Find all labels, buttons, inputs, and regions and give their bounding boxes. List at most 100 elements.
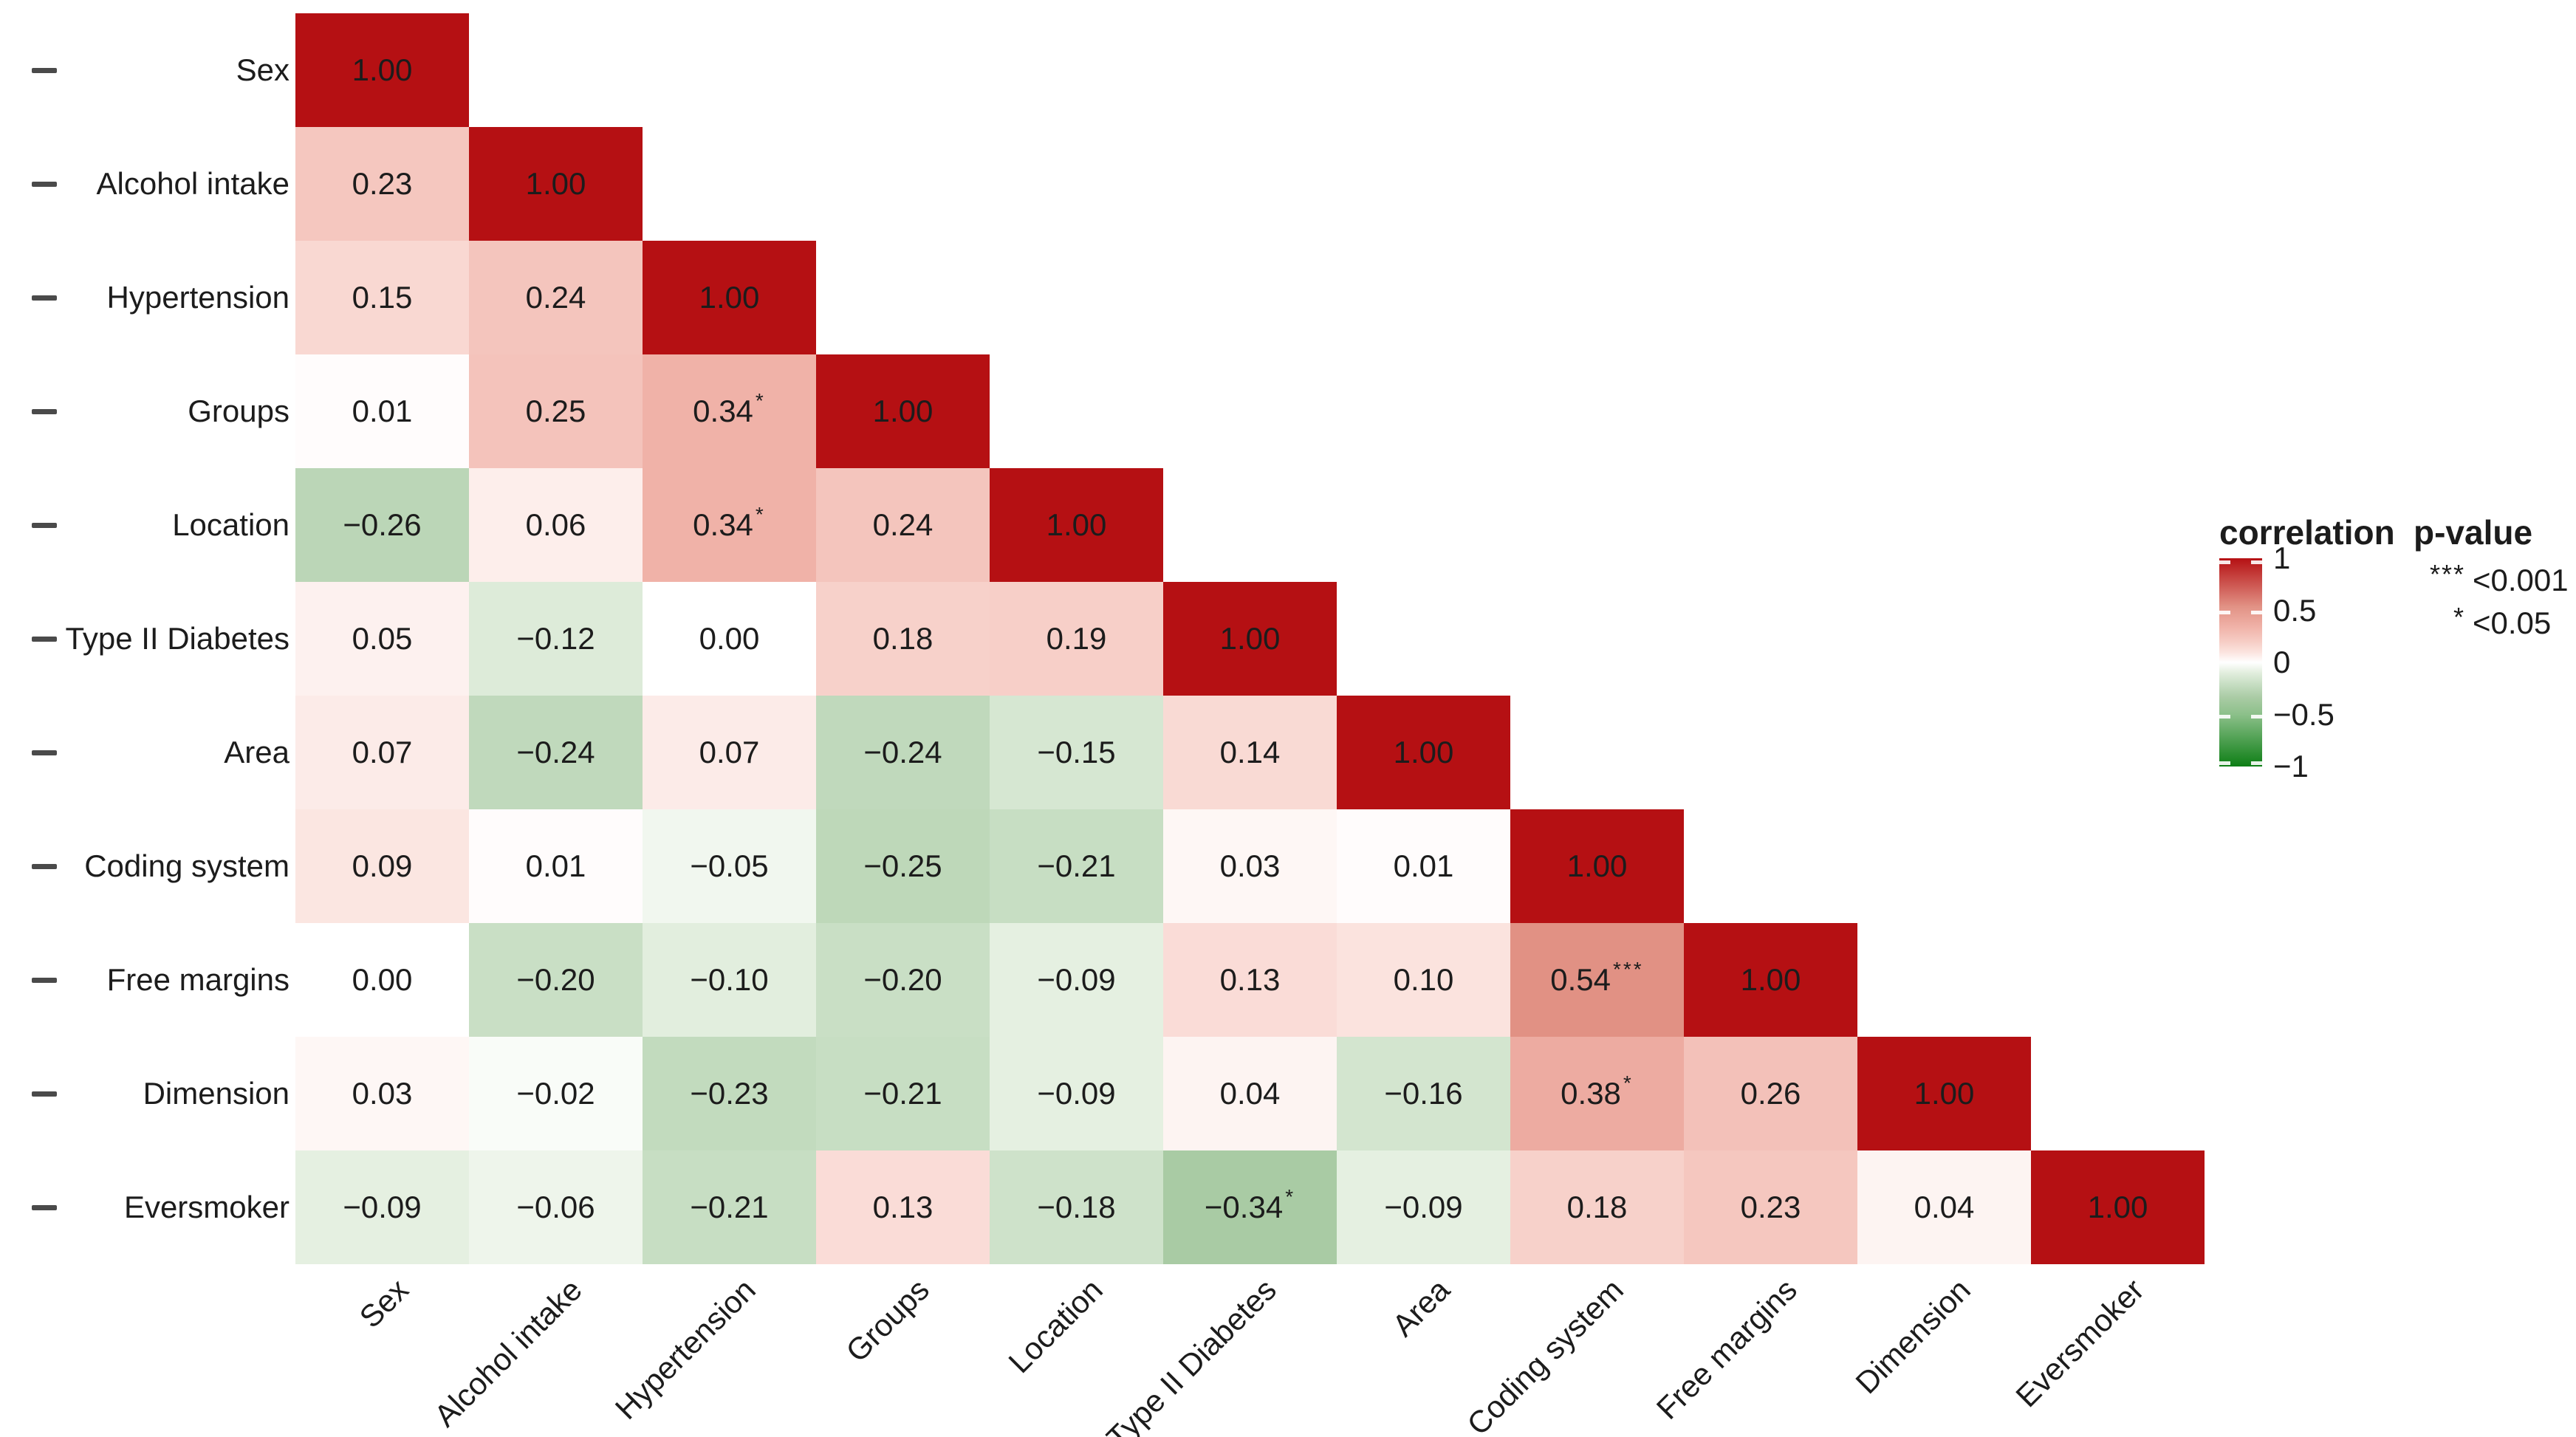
cell-value: −0.10 xyxy=(690,962,769,997)
heatmap-cell: 1.00 xyxy=(1163,582,1337,696)
row-label: Sex xyxy=(236,52,290,87)
cell-value: −0.16 xyxy=(1384,1076,1463,1111)
heatmap-cell: −0.12 xyxy=(469,582,643,696)
heatmap-cell: −0.23 xyxy=(643,1037,816,1150)
cell-value: 0.00 xyxy=(699,621,760,656)
cell-value: 1.00 xyxy=(1046,507,1107,542)
heatmap-cell: 0.01 xyxy=(295,354,469,468)
cell-value: 0.25 xyxy=(525,394,586,428)
heatmap-cell: 1.00 xyxy=(816,354,990,468)
cell-value: 1.00 xyxy=(525,166,586,201)
colorbar-tick-mark xyxy=(2251,761,2262,765)
cell-value: 1.00 xyxy=(352,52,413,87)
colorbar-tick-mark xyxy=(2251,560,2262,564)
colorbar-tick-label: 1 xyxy=(2273,541,2291,575)
cell-value: 0.01 xyxy=(1393,848,1454,883)
heatmap-cell: 0.13 xyxy=(816,1150,990,1264)
heatmap-cell: −0.09 xyxy=(990,1037,1163,1150)
cell-value: 0.03 xyxy=(352,1076,413,1111)
heatmap-cell: 1.00 xyxy=(1337,696,1510,809)
colorbar-tick-label: 0 xyxy=(2273,645,2291,679)
cell-value: −0.23 xyxy=(690,1076,769,1111)
cell-value: 1.00 xyxy=(1219,621,1281,656)
y-tick xyxy=(32,864,57,869)
heatmap-cell: 0.38 * xyxy=(1510,1037,1684,1150)
colorbar-tick-mark xyxy=(2251,714,2262,718)
cell-value: 1.00 xyxy=(699,280,760,315)
heatmap-cell: 0.01 xyxy=(1337,809,1510,923)
cell-value: −0.09 xyxy=(1037,1076,1116,1111)
row-label: Dimension xyxy=(143,1076,290,1111)
cell-value: 0.01 xyxy=(525,848,586,883)
cell-value: 0.07 xyxy=(699,735,760,769)
heatmap-cell: 0.09 xyxy=(295,809,469,923)
significance-stars: * xyxy=(755,389,766,412)
legend-title-correlation: correlation xyxy=(2219,513,2395,552)
cell-value: 0.26 xyxy=(1740,1076,1801,1111)
heatmap-cell: −0.24 xyxy=(469,696,643,809)
cell-value: 0.54 xyxy=(1550,962,1611,997)
significance-stars: * xyxy=(1285,1185,1296,1208)
heatmap-cell: −0.09 xyxy=(990,923,1163,1037)
heatmap-cell: 1.00 xyxy=(1510,809,1684,923)
heatmap-cell: −0.10 xyxy=(643,923,816,1037)
cell-value: −0.21 xyxy=(690,1190,769,1224)
heatmap-cell: 0.07 xyxy=(643,696,816,809)
heatmap-cell: 1.00 xyxy=(469,127,643,241)
cell-value: −0.12 xyxy=(516,621,595,656)
heatmap-cell: −0.21 xyxy=(816,1037,990,1150)
cell-value: −0.02 xyxy=(516,1076,595,1111)
pvalue-threshold: <0.05 xyxy=(2473,606,2552,640)
row-label: Eversmoker xyxy=(123,1190,290,1224)
colorbar-tick-mark xyxy=(2219,761,2230,765)
heatmap-cell: 1.00 xyxy=(1857,1037,2031,1150)
heatmap-cell: −0.18 xyxy=(990,1150,1163,1264)
heatmap-cell: 0.01 xyxy=(469,809,643,923)
heatmap-cell: 0.03 xyxy=(295,1037,469,1150)
cell-value: −0.24 xyxy=(863,735,942,769)
cell-value: −0.06 xyxy=(516,1190,595,1224)
heatmap-cell: −0.15 xyxy=(990,696,1163,809)
y-tick xyxy=(32,68,57,73)
heatmap-cell: 0.04 xyxy=(1163,1037,1337,1150)
heatmap-cell: 0.10 xyxy=(1337,923,1510,1037)
cell-value: −0.34 xyxy=(1204,1190,1284,1224)
heatmap-cell: 0.34 * xyxy=(643,354,816,468)
cell-value: −0.25 xyxy=(863,848,942,883)
row-label: Hypertension xyxy=(106,280,290,315)
y-tick xyxy=(32,637,57,642)
pvalue-threshold: <0.001 xyxy=(2473,563,2569,597)
colorbar-tick-label: 0.5 xyxy=(2273,592,2317,628)
heatmap-cell: 0.15 xyxy=(295,241,469,354)
cell-value: 0.05 xyxy=(352,621,413,656)
row-label: Area xyxy=(224,735,290,769)
heatmap-cell: 0.18 xyxy=(1510,1150,1684,1264)
cell-value: 1.00 xyxy=(1393,735,1454,769)
cell-value: −0.15 xyxy=(1037,735,1116,769)
cell-value: 0.14 xyxy=(1219,735,1281,769)
heatmap-cell: 0.05 xyxy=(295,582,469,696)
heatmap-cell: 0.07 xyxy=(295,696,469,809)
cell-value: 0.13 xyxy=(1219,962,1281,997)
cell-value: 0.10 xyxy=(1393,962,1454,997)
heatmap-cell: −0.09 xyxy=(1337,1150,1510,1264)
cell-value: −0.21 xyxy=(1037,848,1116,883)
heatmap-cell: 1.00 xyxy=(643,241,816,354)
cell-value: 0.06 xyxy=(525,507,586,542)
x-axis-label: Sex xyxy=(352,1272,415,1335)
row-label: Alcohol intake xyxy=(96,166,290,201)
heatmap-cell: 0.18 xyxy=(816,582,990,696)
significance-stars: *** xyxy=(1613,958,1644,981)
cell-value: −0.20 xyxy=(516,962,595,997)
row-label: Coding system xyxy=(84,848,290,883)
heatmap-cell: 0.23 xyxy=(295,127,469,241)
cell-value: 1.00 xyxy=(1566,848,1628,883)
heatmap-cell: 0.26 xyxy=(1684,1037,1857,1150)
cell-value: 0.07 xyxy=(352,735,413,769)
y-tick xyxy=(32,1091,57,1097)
pvalue-entry: *** <0.001 xyxy=(2412,559,2569,598)
heatmap-cell: 0.04 xyxy=(1857,1150,2031,1264)
cell-value: −0.09 xyxy=(1384,1190,1463,1224)
cell-value: −0.20 xyxy=(863,962,942,997)
heatmap-cell: 0.00 xyxy=(643,582,816,696)
